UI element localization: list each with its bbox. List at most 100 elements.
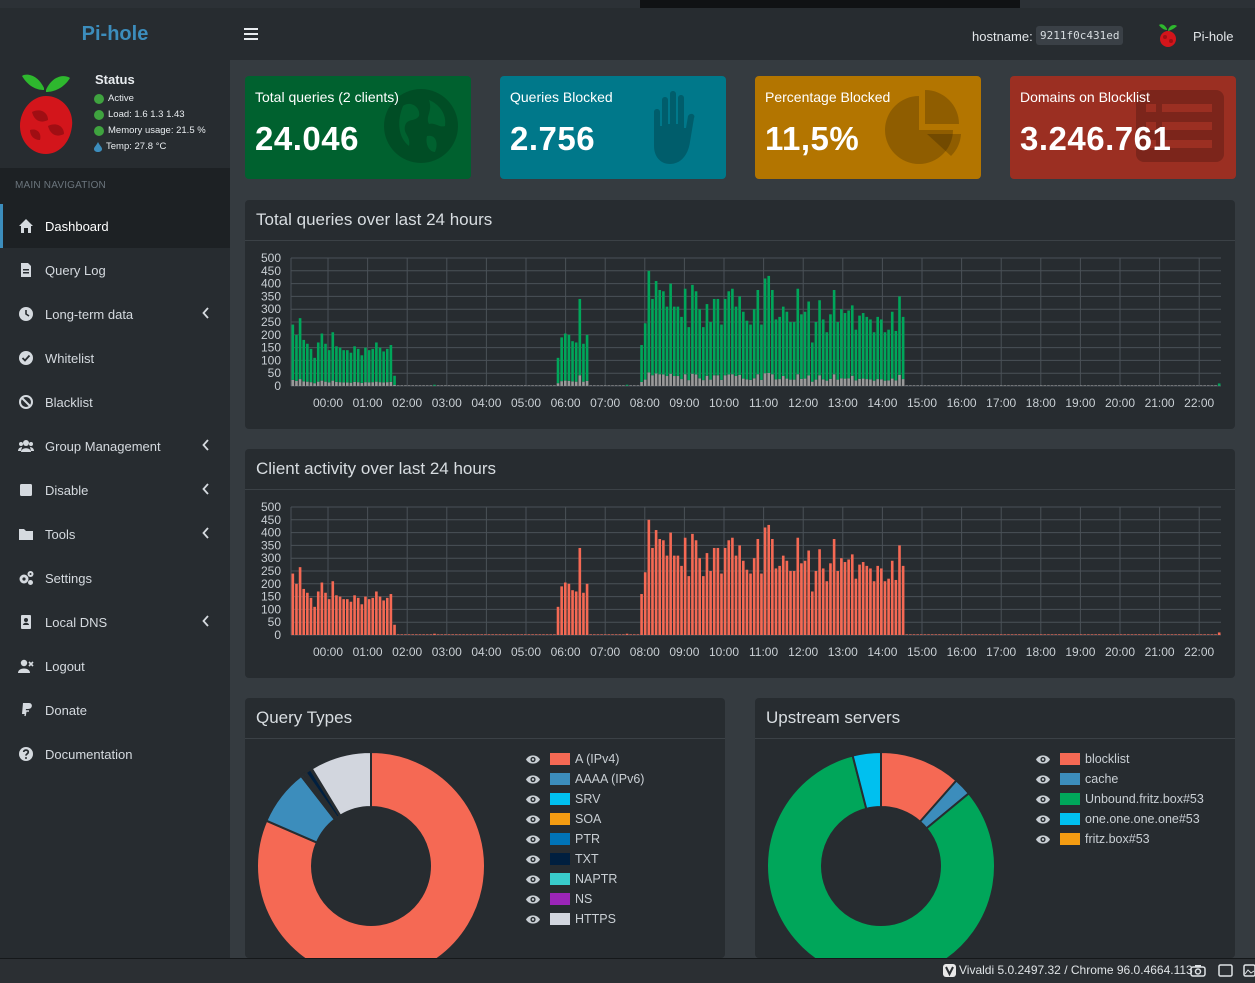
eye-icon[interactable] <box>525 834 541 845</box>
bar-permitted <box>880 319 883 380</box>
bar-client <box>658 539 662 635</box>
legend-item[interactable]: cache <box>1035 769 1204 789</box>
bar-empty <box>989 385 992 386</box>
x-tick-label: 04:00 <box>471 396 501 410</box>
legend-item[interactable]: blocklist <box>1035 749 1204 769</box>
bar-empty <box>1206 385 1210 386</box>
eye-icon[interactable] <box>1035 834 1051 845</box>
upstream-servers-doughnut[interactable] <box>755 698 1235 958</box>
sidebar-item-label: Dashboard <box>45 218 109 234</box>
sidebar-item-disable[interactable]: Disable <box>0 468 230 512</box>
bar-empty <box>1050 634 1054 635</box>
legend-item[interactable]: SRV <box>525 789 644 809</box>
bar-blocked <box>556 383 560 386</box>
sidebar-item-query-log[interactable]: Query Log <box>0 248 230 292</box>
eye-icon[interactable] <box>525 794 541 805</box>
eye-icon[interactable] <box>525 774 541 785</box>
bar-blocked <box>680 379 683 386</box>
header-user-name[interactable]: Pi-hole <box>1193 29 1234 44</box>
sidebar-item-long-term-data[interactable]: Long-term data <box>0 292 230 336</box>
y-tick-label: 0 <box>274 628 281 642</box>
top-header: hostname: 9211f0c431ed Pi-hole <box>230 8 1255 60</box>
sidebar-item-group-management[interactable]: Group Management <box>0 424 230 468</box>
sidebar-item-dashboard[interactable]: Dashboard <box>0 204 230 248</box>
hamburger-menu-icon[interactable] <box>244 28 258 40</box>
brand-logo-text[interactable]: Pi-hole <box>0 8 230 60</box>
stat-domains-on-blocklist[interactable]: Domains on Blocklist 3.246.761 <box>1010 76 1236 179</box>
sidebar-item-documentation[interactable]: Documentation <box>0 732 230 776</box>
slice-one-one-one-one-53[interactable] <box>851 750 882 811</box>
bar-client <box>665 555 669 635</box>
sidebar-item-settings[interactable]: Settings <box>0 556 230 600</box>
legend-item[interactable]: one.one.one.one#53 <box>1035 809 1204 829</box>
legend-item[interactable]: NAPTR <box>525 869 644 889</box>
sidebar-item-local-dns[interactable]: Local DNS <box>0 600 230 644</box>
bar-permitted <box>811 342 814 382</box>
x-tick-label: 06:00 <box>551 396 581 410</box>
legend-item[interactable]: NS <box>525 889 644 909</box>
bar-empty <box>458 385 462 386</box>
legend-item[interactable]: Unbound.fritz.box#53 <box>1035 789 1204 809</box>
eye-icon[interactable] <box>1035 814 1051 825</box>
eye-icon[interactable] <box>1035 794 1051 805</box>
bar-blocked <box>375 381 378 386</box>
eye-icon[interactable] <box>1035 754 1051 765</box>
bar-empty <box>1036 634 1039 635</box>
bar-empty <box>1137 634 1141 635</box>
sidebar-item-tools[interactable]: Tools <box>0 512 230 556</box>
bar-empty <box>1010 634 1014 635</box>
stat-percentage-blocked[interactable]: Percentage Blocked 11,5% <box>755 76 981 179</box>
bar-empty <box>476 634 480 635</box>
eye-icon[interactable] <box>525 894 541 905</box>
legend-item[interactable]: A (IPv4) <box>525 749 644 769</box>
chevron-left-icon <box>202 307 209 319</box>
sidebar-item-label: Local DNS <box>45 614 108 630</box>
bar-blocked <box>785 378 789 386</box>
bar-empty <box>425 385 429 386</box>
sidebar-item-whitelist[interactable]: Whitelist <box>0 336 230 380</box>
bar-permitted <box>433 384 436 386</box>
sidebar-item-blacklist[interactable]: Blacklist <box>0 380 230 424</box>
slice-https[interactable] <box>310 750 372 817</box>
bar-empty <box>909 634 912 635</box>
sidebar-item-donate[interactable]: Donate <box>0 688 230 732</box>
pihole-user-logo-icon[interactable] <box>1158 22 1178 48</box>
image-icon[interactable] <box>1243 964 1255 977</box>
bar-blocked <box>861 378 865 386</box>
legend-item[interactable]: PTR <box>525 829 644 849</box>
slice-a-ipv4-[interactable] <box>256 750 486 958</box>
bar-empty <box>970 634 974 635</box>
eye-icon[interactable] <box>525 914 541 925</box>
eye-icon[interactable] <box>525 854 541 865</box>
eye-icon[interactable] <box>525 814 541 825</box>
bar-blocked <box>832 374 836 386</box>
bar-empty <box>513 385 516 386</box>
bar-empty <box>513 634 516 635</box>
eye-icon[interactable] <box>1035 774 1051 785</box>
legend-item[interactable]: HTTPS <box>525 909 644 929</box>
slice-unbound-fritz-box-53[interactable] <box>766 754 996 958</box>
ban-icon <box>19 395 33 409</box>
query-types-doughnut[interactable] <box>245 698 725 958</box>
bar-empty <box>487 634 491 635</box>
legend-item[interactable]: TXT <box>525 849 644 869</box>
bar-blocked <box>669 373 672 386</box>
bar-empty <box>996 634 999 635</box>
bar-empty <box>1134 385 1137 386</box>
legend-item[interactable]: fritz.box#53 <box>1035 829 1204 849</box>
eye-icon[interactable] <box>525 874 541 885</box>
bar-permitted <box>778 316 781 380</box>
window-icon[interactable] <box>1218 964 1233 977</box>
eye-icon[interactable] <box>525 754 541 765</box>
stat-queries-blocked[interactable]: Queries Blocked 2.756 <box>500 76 726 179</box>
sidebar-item-logout[interactable]: Logout <box>0 644 230 688</box>
stat-total-queries[interactable]: Total queries (2 clients) 24.046 <box>245 76 471 179</box>
legend-item[interactable]: AAAA (IPv6) <box>525 769 644 789</box>
camera-icon[interactable] <box>1190 964 1206 977</box>
bar-empty <box>989 634 992 635</box>
bar-empty <box>1039 385 1043 386</box>
legend-item[interactable]: SOA <box>525 809 644 829</box>
bar-empty <box>1090 385 1094 386</box>
